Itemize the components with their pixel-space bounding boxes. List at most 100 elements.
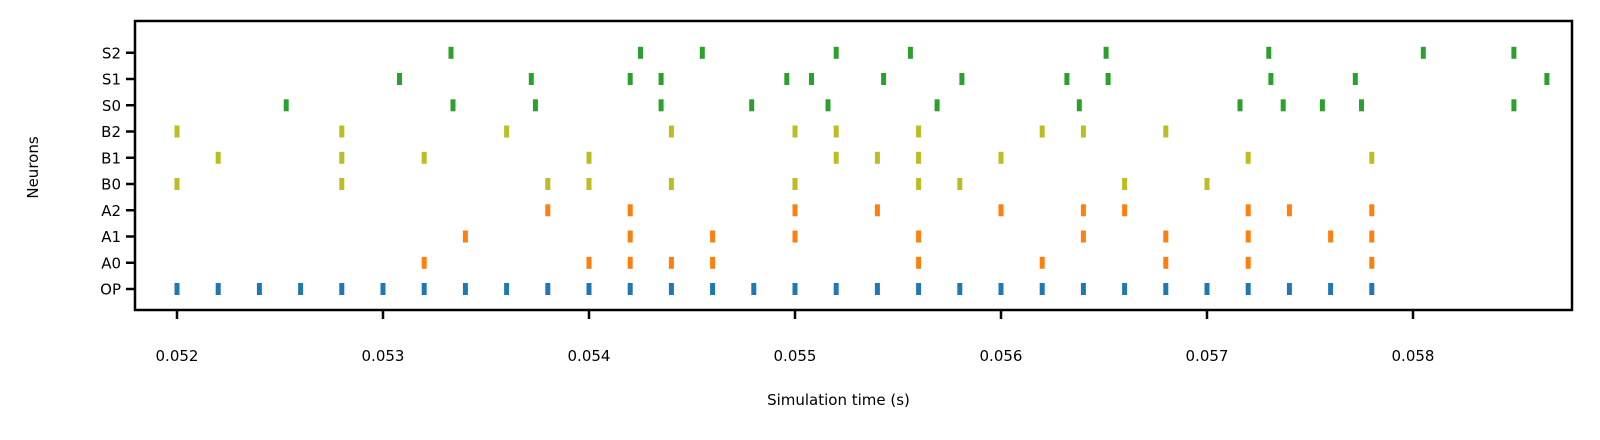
spike-a0-3	[668, 256, 674, 269]
y-tick-label-a0: A0	[101, 254, 121, 272]
spike-b1-9	[1369, 151, 1375, 164]
spike-a2-8	[1286, 204, 1292, 217]
spike-s2-0	[448, 46, 454, 59]
spike-b0-8	[1122, 178, 1128, 190]
spike-b2-6	[916, 125, 922, 138]
spike-b0-0	[174, 178, 180, 190]
spike-s1-2	[627, 73, 633, 85]
x-tick-label: 0.052	[156, 347, 199, 365]
spike-b1-5	[874, 151, 880, 164]
spike-op-15	[792, 283, 798, 295]
spike-b1-7	[998, 151, 1004, 164]
x-tick-label: 0.058	[1392, 347, 1435, 365]
spike-s1-4	[784, 73, 790, 85]
spike-s2-2	[699, 46, 705, 59]
spike-op-22	[1080, 283, 1086, 295]
spike-b0-1	[339, 178, 345, 190]
spike-b2-5	[833, 125, 839, 138]
spike-b1-4	[833, 151, 839, 164]
spike-s1-3	[658, 73, 664, 85]
spike-a2-3	[874, 204, 880, 217]
spike-b0-2	[545, 178, 551, 190]
y-tick-label-s1: S1	[102, 71, 121, 89]
spike-s2-6	[1266, 46, 1272, 59]
spike-a2-5	[1080, 204, 1086, 217]
spike-b0-7	[957, 178, 963, 190]
spike-a1-7	[1245, 230, 1251, 243]
spike-a1-4	[916, 230, 922, 243]
spike-b1-3	[586, 151, 592, 164]
spike-op-7	[462, 283, 468, 295]
spike-op-16	[833, 283, 839, 295]
spike-b2-9	[1163, 125, 1169, 138]
spike-op-2	[256, 283, 262, 295]
spike-a1-1	[627, 230, 633, 243]
spike-s2-3	[833, 46, 839, 59]
spike-a2-4	[998, 204, 1004, 217]
spike-a1-6	[1163, 230, 1169, 243]
spike-a1-5	[1080, 230, 1086, 243]
spike-s2-1	[638, 46, 643, 59]
spike-b0-3	[586, 178, 592, 190]
spike-op-11	[627, 283, 633, 295]
x-tick-label: 0.055	[774, 347, 817, 365]
spike-s0-12	[1511, 99, 1517, 112]
spike-op-13	[710, 283, 716, 295]
spike-b1-8	[1245, 151, 1251, 164]
spike-b2-3	[668, 125, 674, 138]
spike-a2-1	[627, 204, 633, 217]
y-tick-label-b0: B0	[101, 176, 121, 194]
spike-a0-5	[916, 256, 922, 269]
spike-op-27	[1286, 283, 1292, 295]
spike-a0-6	[1039, 256, 1045, 269]
spike-s0-6	[934, 99, 940, 112]
spike-op-8	[504, 283, 510, 295]
spike-b2-0	[174, 125, 180, 138]
spike-s0-8	[1237, 99, 1243, 112]
spike-op-18	[916, 283, 922, 295]
y-tick-label-b2: B2	[101, 123, 121, 141]
spike-a2-7	[1245, 204, 1251, 217]
spike-op-12	[668, 283, 674, 295]
spike-op-26	[1245, 283, 1251, 295]
spike-s0-10	[1319, 99, 1325, 112]
spike-op-5	[380, 283, 386, 295]
spike-a1-0	[462, 230, 468, 243]
spike-a2-9	[1369, 204, 1375, 217]
spike-a2-0	[545, 204, 551, 217]
spike-a0-9	[1369, 256, 1375, 269]
spike-op-23	[1122, 283, 1128, 295]
spike-s2-4	[907, 46, 913, 59]
spike-s1-10	[1268, 73, 1274, 85]
spike-s2-5	[1103, 46, 1109, 59]
x-tick-label: 0.054	[568, 347, 611, 365]
x-tick-label: 0.056	[980, 347, 1023, 365]
spike-s1-0	[397, 73, 402, 85]
spike-b1-6	[916, 151, 922, 164]
spike-s0-9	[1280, 99, 1286, 112]
spike-s1-12	[1544, 73, 1550, 85]
spike-s1-9	[1105, 73, 1111, 85]
spike-op-24	[1163, 283, 1169, 295]
spike-s0-0	[283, 99, 289, 112]
spike-s1-5	[809, 73, 814, 85]
spike-op-3	[298, 283, 304, 295]
spike-b0-6	[916, 178, 922, 190]
spike-b1-0	[215, 151, 221, 164]
y-tick-label-s2: S2	[102, 44, 121, 62]
spike-a2-6	[1122, 204, 1128, 217]
spike-b1-2	[421, 151, 427, 164]
spike-op-4	[339, 283, 345, 295]
spike-a0-8	[1245, 256, 1251, 269]
spike-s1-1	[528, 73, 534, 85]
spike-a0-4	[710, 256, 716, 269]
spike-op-19	[957, 283, 963, 295]
spike-op-0	[174, 283, 180, 295]
spike-s1-11	[1352, 73, 1358, 85]
spike-s0-11	[1359, 99, 1364, 112]
spike-a0-7	[1163, 256, 1169, 269]
spike-a1-2	[710, 230, 716, 243]
spike-op-1	[215, 283, 221, 295]
y-tick-label-b1: B1	[101, 149, 121, 167]
spike-s0-2	[532, 99, 538, 112]
